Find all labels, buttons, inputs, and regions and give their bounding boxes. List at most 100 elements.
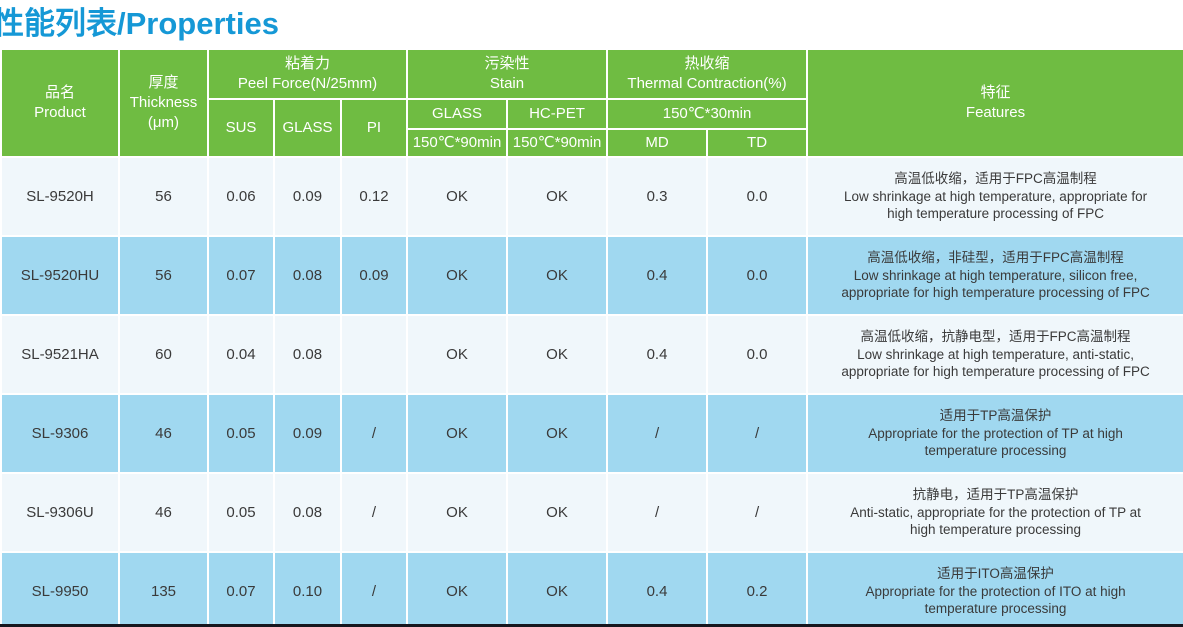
product-cell: SL-9520H [0, 156, 120, 237]
features-cell: 抗静电，适用于TP高温保护 Anti-static, appropriate f… [806, 472, 1183, 553]
thickness-cell: 56 [118, 156, 209, 237]
peel-pi-cell: 0.12 [339, 156, 409, 237]
header-product-zh: 品名 [44, 83, 75, 101]
peel-glass-cell: 0.09 [273, 393, 342, 474]
header-product: 品名 Product [0, 48, 120, 158]
peel-sus-cell: 0.06 [207, 156, 275, 237]
table-row: SL-9521HA 60 0.04 0.08 OK OK 0.4 0.0 高温低… [0, 314, 1183, 395]
stain-glass-cell: OK [406, 393, 509, 474]
header-features-en: Features [965, 104, 1026, 121]
peel-pi-cell: / [339, 551, 409, 627]
peel-glass-cell: 0.09 [273, 156, 342, 237]
thermal-md-cell: 0.4 [606, 314, 709, 395]
peel-glass-cell: 0.10 [273, 551, 342, 627]
peel-glass-cell: 0.08 [273, 314, 342, 395]
stain-hcpet-cell: OK [506, 393, 609, 474]
product-cell: SL-9306U [0, 472, 120, 553]
peel-sus-cell: 0.05 [207, 472, 275, 553]
features-en: Appropriate for the protection of ITO at… [865, 583, 1126, 617]
thermal-td-cell: 0.2 [706, 551, 809, 627]
header-sub-pi: PI [339, 98, 409, 158]
table-row: SL-9520H 56 0.06 0.09 0.12 OK OK 0.3 0.0… [0, 156, 1183, 237]
header-features: 特征 Features [806, 48, 1183, 158]
thermal-md-cell: 0.4 [606, 551, 709, 627]
thermal-td-cell: 0.0 [706, 156, 809, 237]
header-features-zh: 特征 [980, 83, 1011, 101]
header-stain-en: Stain [489, 75, 525, 92]
features-en: Low shrinkage at high temperature, silic… [841, 267, 1150, 301]
thickness-cell: 135 [118, 551, 209, 627]
table-row: SL-9950 135 0.07 0.10 / OK OK 0.4 0.2 适用… [0, 551, 1183, 627]
header-sub-md: MD [606, 128, 709, 158]
peel-sus-cell: 0.07 [207, 235, 275, 316]
peel-pi-cell: / [339, 472, 409, 553]
features-en: Anti-static, appropriate for the protect… [850, 504, 1141, 538]
header-thermal-condition: 150℃*30min [606, 98, 809, 130]
stain-glass-cell: OK [406, 551, 509, 627]
stain-glass-cell: OK [406, 235, 509, 316]
table-body: SL-9520H 56 0.06 0.09 0.12 OK OK 0.3 0.0… [0, 156, 1183, 627]
peel-pi-cell: / [339, 393, 409, 474]
header-sub-glass-stain: GLASS [406, 98, 509, 130]
product-cell: SL-9520HU [0, 235, 120, 316]
features-zh: 高温低收缩，适用于FPC高温制程 [894, 170, 1097, 186]
page-bottom-edge [0, 624, 1183, 627]
features-en: Low shrinkage at high temperature, appro… [843, 188, 1148, 222]
properties-table: 品名 Product 厚度 Thickness (μm) 粘着力 Peel Fo… [0, 48, 1183, 627]
peel-glass-cell: 0.08 [273, 472, 342, 553]
header-thickness-zh: 厚度 [148, 73, 179, 91]
peel-pi-cell: 0.09 [339, 235, 409, 316]
stain-hcpet-cell: OK [506, 551, 609, 627]
header-thickness: 厚度 Thickness (μm) [118, 48, 209, 158]
header-stain-hcpet-condition: 150℃*90min [506, 128, 609, 158]
thermal-td-cell: 0.0 [706, 314, 809, 395]
header-sub-sus: SUS [207, 98, 275, 158]
thickness-cell: 46 [118, 472, 209, 553]
stain-hcpet-cell: OK [506, 472, 609, 553]
header-sub-glass-peel: GLASS [273, 98, 342, 158]
thickness-cell: 56 [118, 235, 209, 316]
thermal-td-cell: / [706, 472, 809, 553]
peel-sus-cell: 0.07 [207, 551, 275, 627]
features-en: Appropriate for the protection of TP at … [868, 425, 1123, 459]
features-zh: 高温低收缩，抗静电型，适用于FPC高温制程 [860, 328, 1131, 344]
header-sub-td: TD [706, 128, 809, 158]
table-header: 品名 Product 厚度 Thickness (μm) 粘着力 Peel Fo… [0, 48, 1183, 158]
features-zh: 抗静电，适用于TP高温保护 [912, 486, 1079, 502]
product-cell: SL-9950 [0, 551, 120, 627]
features-cell: 高温低收缩，抗静电型，适用于FPC高温制程 Low shrinkage at h… [806, 314, 1183, 395]
table-row: SL-9520HU 56 0.07 0.08 0.09 OK OK 0.4 0.… [0, 235, 1183, 316]
header-sub-hcpet: HC-PET [506, 98, 609, 130]
stain-hcpet-cell: OK [506, 235, 609, 316]
header-thickness-unit: (μm) [147, 114, 180, 132]
table-row: SL-9306U 46 0.05 0.08 / OK OK / / 抗静电，适用… [0, 472, 1183, 553]
thickness-cell: 60 [118, 314, 209, 395]
thermal-md-cell: 0.4 [606, 235, 709, 316]
peel-pi-cell [339, 314, 409, 395]
stain-glass-cell: OK [406, 156, 509, 237]
header-product-en: Product [34, 104, 86, 121]
thermal-md-cell: / [606, 472, 709, 553]
features-cell: 高温低收缩，适用于FPC高温制程 Low shrinkage at high t… [806, 156, 1183, 237]
thermal-md-cell: / [606, 393, 709, 474]
peel-sus-cell: 0.04 [207, 314, 275, 395]
thickness-cell: 46 [118, 393, 209, 474]
features-cell: 适用于TP高温保护 Appropriate for the protection… [806, 393, 1183, 474]
header-thermal-zh: 热收缩 [684, 54, 730, 72]
header-stain-zh: 污染性 [484, 54, 530, 72]
features-cell: 高温低收缩，非硅型，适用于FPC高温制程 Low shrinkage at hi… [806, 235, 1183, 316]
header-peel-zh: 粘着力 [285, 54, 331, 72]
features-zh: 适用于ITO高温保护 [937, 565, 1054, 581]
features-zh: 适用于TP高温保护 [939, 407, 1052, 423]
peel-glass-cell: 0.08 [273, 235, 342, 316]
header-stain-glass-condition: 150℃*90min [406, 128, 509, 158]
header-thermal: 热收缩 Thermal Contraction(%) [606, 48, 809, 100]
product-cell: SL-9521HA [0, 314, 120, 395]
page-title: 性能列表/Properties [0, 6, 279, 41]
peel-sus-cell: 0.05 [207, 393, 275, 474]
features-cell: 适用于ITO高温保护 Appropriate for the protectio… [806, 551, 1183, 627]
table-row: SL-9306 46 0.05 0.09 / OK OK / / 适用于TP高温… [0, 393, 1183, 474]
stain-glass-cell: OK [406, 314, 509, 395]
thermal-td-cell: / [706, 393, 809, 474]
